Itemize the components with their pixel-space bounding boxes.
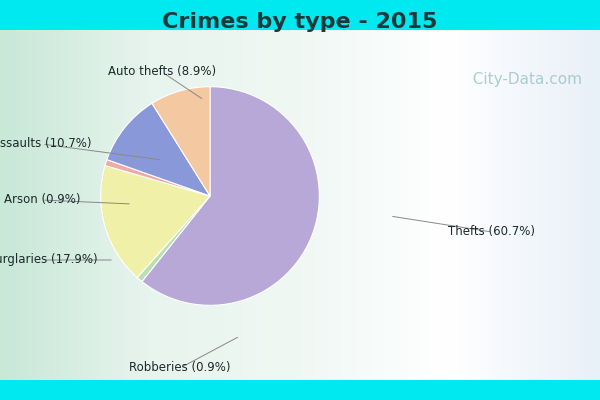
Wedge shape <box>152 87 210 196</box>
Text: Thefts (60.7%): Thefts (60.7%) <box>448 226 536 238</box>
Text: Robberies (0.9%): Robberies (0.9%) <box>129 362 231 374</box>
Text: Crimes by type - 2015: Crimes by type - 2015 <box>163 12 437 32</box>
Text: Assaults (10.7%): Assaults (10.7%) <box>0 138 92 150</box>
Wedge shape <box>101 166 210 278</box>
Wedge shape <box>107 103 210 196</box>
Wedge shape <box>137 196 210 282</box>
Text: City-Data.com: City-Data.com <box>463 72 582 87</box>
Text: Arson (0.9%): Arson (0.9%) <box>4 194 80 206</box>
Wedge shape <box>105 160 210 196</box>
Text: Auto thefts (8.9%): Auto thefts (8.9%) <box>108 66 216 78</box>
Wedge shape <box>142 87 319 305</box>
Text: Burglaries (17.9%): Burglaries (17.9%) <box>0 254 97 266</box>
